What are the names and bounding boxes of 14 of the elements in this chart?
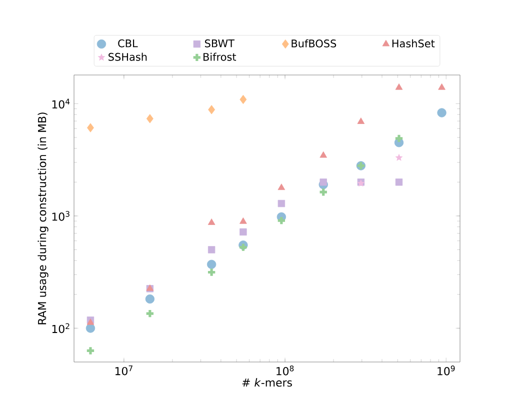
legend-label: CBL (118, 39, 138, 48)
y-tick-label: 10$^{2}$ (52, 323, 70, 334)
legend-label: SBWT (204, 39, 235, 48)
legend-label: SSHash (108, 52, 147, 61)
x-tick-label: 10$^{8}$ (276, 366, 294, 376)
x-tick-label: 10$^{9}$ (438, 366, 455, 376)
x-axis-title: # k-mers (242, 378, 292, 387)
legend-label: Bifrost (204, 52, 236, 61)
y-tick-label: 10$^{3}$ (52, 211, 70, 221)
y-axis-title: RAM usage during construction (in MB) (38, 112, 48, 324)
legend-label: BufBOSS (292, 39, 336, 48)
legend-label: HashSet (392, 39, 435, 48)
y-tick-label: 10$^{4}$ (52, 98, 70, 108)
x-tick-label: 10$^{7}$ (115, 366, 132, 376)
